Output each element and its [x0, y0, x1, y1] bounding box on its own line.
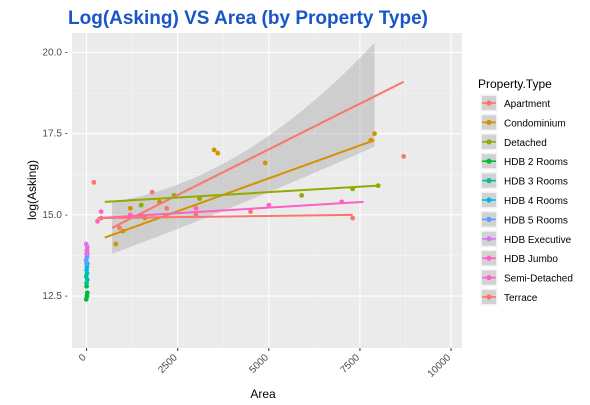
data-point [262, 160, 268, 166]
data-point [372, 131, 377, 137]
data-point [91, 179, 97, 185]
data-point [113, 241, 119, 247]
legend-label: Terrace [504, 293, 538, 304]
legend-label: HDB Jumbo [504, 254, 558, 265]
trend-line [97, 200, 364, 220]
data-point [350, 215, 356, 221]
data-point [149, 189, 155, 195]
legend-label: HDB 5 Rooms [504, 215, 568, 226]
data-point [98, 209, 104, 215]
y-tick-label: 12.5 - [42, 291, 68, 302]
legend-label: Semi-Detached [504, 274, 573, 285]
legend-label: Detached [504, 138, 547, 149]
legend: Property.Type Apartment Condominium Detach… [478, 77, 573, 307]
y-tick-label: 20.0 - [42, 47, 68, 58]
y-axis-title: log(Asking) [25, 160, 39, 220]
chart-title: Log(Asking) VS Area (by Property Type) [68, 8, 428, 29]
legend-key-dot [486, 236, 492, 242]
trend-lines [97, 80, 405, 239]
legend-key-dot [486, 275, 492, 281]
legend-label: HDB 3 Rooms [504, 177, 568, 188]
x-tick-label: 7500 [339, 352, 363, 376]
legend-key-dot [486, 158, 492, 164]
data-point [193, 205, 199, 211]
data-point [164, 205, 170, 211]
data-point [84, 293, 90, 299]
x-tick-label: 2500 [156, 352, 180, 376]
data-point [248, 209, 253, 215]
trend-line [104, 139, 375, 239]
legend-label: HDB 2 Rooms [504, 157, 568, 168]
legend-label: HDB 4 Rooms [504, 196, 568, 207]
x-axis-title: Area [250, 387, 276, 401]
legend-key-dot [486, 294, 492, 300]
legend-key-dot [486, 178, 492, 184]
y-tick-label: 15.0 - [42, 210, 68, 221]
data-point [116, 225, 122, 231]
data-point [266, 202, 272, 208]
data-point [299, 192, 305, 198]
data-point [215, 150, 221, 156]
data-point [83, 241, 89, 247]
grid-lines [72, 33, 462, 348]
legend-label: HDB Executive [504, 235, 572, 246]
legend-key-dot [486, 216, 492, 222]
data-points [83, 131, 407, 302]
x-tick-label: 10000 [426, 352, 454, 380]
data-point [197, 196, 202, 202]
trend-line [97, 213, 353, 220]
data-point [83, 257, 89, 263]
confidence-band [112, 42, 375, 254]
data-point [127, 205, 133, 211]
data-point [84, 248, 90, 253]
legend-key-dot [486, 139, 492, 145]
data-point [211, 147, 217, 153]
legend-title: Property.Type [478, 77, 552, 91]
legend-key-dot [486, 255, 492, 261]
confidence-bands [112, 42, 375, 254]
x-axis-ticks: 0 2500 5000 7500 10000 [77, 348, 454, 380]
data-point [95, 218, 100, 224]
data-point [401, 154, 407, 159]
x-tick-label: 0 [77, 352, 89, 364]
trend-line [104, 184, 379, 203]
trend-line [111, 80, 405, 229]
legend-key-dot [486, 119, 492, 125]
legend-label: Apartment [504, 99, 550, 110]
legend-key-dot [486, 197, 492, 203]
y-axis-ticks: 12.5 - 15.0 - 17.5 - 20.0 - [42, 47, 68, 302]
data-point [138, 202, 144, 208]
y-tick-label: 17.5 - [42, 129, 68, 140]
legend-key-dot [486, 100, 492, 106]
x-tick-label: 5000 [247, 352, 271, 376]
legend-label: Condominium [504, 118, 566, 129]
